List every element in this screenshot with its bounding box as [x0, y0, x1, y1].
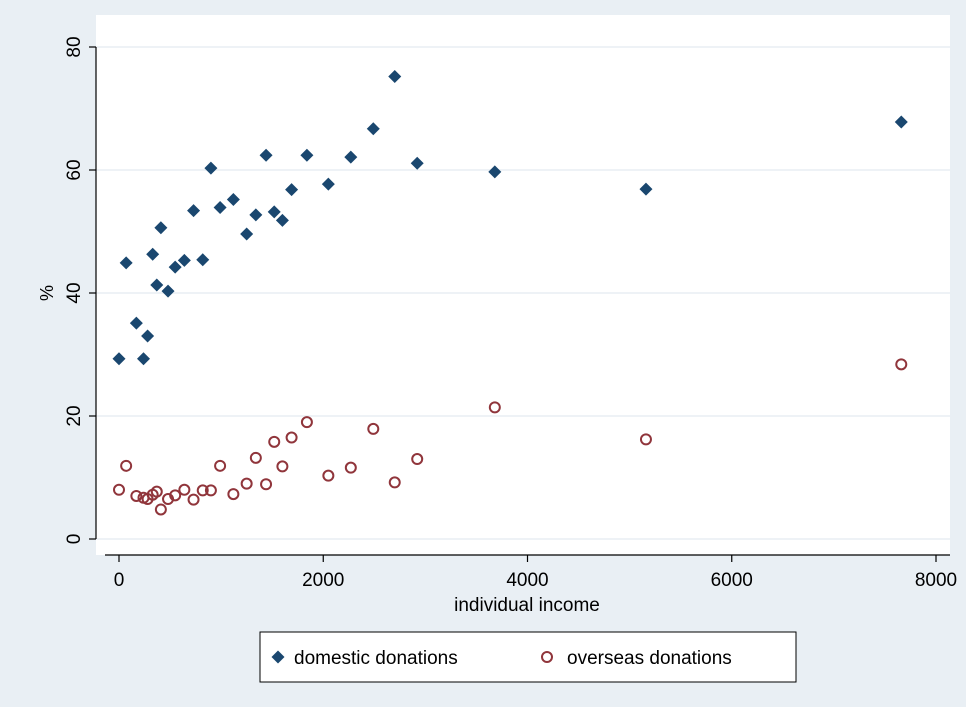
domestic-donation-point-11 [187, 204, 201, 218]
y-tick-label-20: 20 [64, 405, 85, 426]
domestic-donation-point-12 [196, 253, 210, 267]
overseas-donation-point-2 [130, 489, 143, 502]
overseas-donation-point-27 [411, 453, 424, 466]
domestic-donation-point-0 [112, 352, 126, 366]
domestic-donation-point-22 [300, 148, 314, 162]
y-axis-label: % [37, 285, 57, 301]
overseas-donation-point-25 [367, 422, 380, 435]
domestic-donation-point-29 [639, 182, 653, 196]
domestic-donation-point-7 [154, 221, 168, 235]
overseas-donation-point-22 [300, 416, 313, 429]
overseas-donation-point-29 [639, 433, 652, 446]
domestic-donation-point-19 [267, 205, 281, 219]
overseas-donation-point-21 [285, 431, 298, 444]
domestic-donation-point-23 [321, 177, 335, 191]
overseas-donation-point-26 [388, 476, 401, 489]
x-tick-label-6000: 6000 [711, 570, 753, 591]
plot-area [96, 15, 950, 555]
y-tick-label-40: 40 [64, 282, 85, 303]
overseas-donation-point-7 [154, 503, 167, 516]
y-tick-label-0: 0 [64, 534, 85, 545]
domestic-donation-point-16 [240, 227, 254, 241]
overseas-donation-point-28 [488, 401, 501, 414]
x-axis: 0 2000 4000 6000 8000 [105, 554, 957, 591]
domestic-donation-point-13 [204, 161, 218, 175]
data-points [112, 70, 908, 516]
x-tick-label-8000: 8000 [915, 570, 957, 591]
domestic-donation-point-25 [366, 122, 380, 136]
domestic-donation-point-20 [275, 213, 289, 227]
overseas-donation-point-20 [276, 460, 289, 473]
overseas-donation-point-16 [240, 477, 253, 490]
domestic-donation-point-21 [285, 183, 299, 197]
domestic-donation-point-14 [213, 201, 227, 215]
legend: domestic donations overseas donations [259, 631, 797, 683]
overseas-donation-point-0 [113, 483, 125, 496]
x-axis-label: individual income [454, 595, 600, 616]
overseas-donation-point-24 [344, 461, 357, 474]
overseas-donation-point-9 [169, 489, 182, 502]
overseas-donation-point-15 [227, 488, 240, 501]
domestic-donation-point-26 [388, 70, 402, 84]
domestic-donation-point-5 [146, 247, 160, 261]
gridlines [96, 46, 950, 540]
domestic-donation-point-4 [141, 329, 155, 343]
legend-marker-overseas [541, 651, 553, 663]
domestic-donation-point-3 [137, 352, 151, 366]
overseas-donation-point-14 [214, 459, 227, 472]
domestic-donation-point-24 [344, 150, 358, 164]
overseas-donation-point-18 [260, 478, 273, 491]
domestic-donation-point-30 [894, 115, 908, 129]
domestic-donation-point-28 [488, 165, 502, 179]
overseas-donation-point-11 [187, 493, 200, 506]
overseas-donation-point-6 [150, 485, 163, 498]
y-tick-label-60: 60 [64, 159, 85, 180]
domestic-donation-point-27 [410, 156, 424, 170]
x-tick-label-4000: 4000 [506, 570, 548, 591]
overseas-donation-point-19 [268, 435, 281, 448]
domestic-donation-point-1 [119, 256, 133, 270]
y-axis: 0 20 40 60 80 [64, 36, 97, 545]
overseas-donation-point-1 [120, 459, 133, 472]
legend-marker-domestic [271, 650, 285, 664]
domestic-donation-point-18 [259, 148, 273, 162]
domestic-donation-point-15 [226, 193, 240, 207]
domestic-donation-point-10 [177, 253, 191, 267]
overseas-donation-point-30 [895, 358, 908, 371]
domestic-donation-point-9 [168, 260, 182, 274]
overseas-donation-point-12 [196, 484, 209, 497]
domestic-donation-point-8 [161, 284, 175, 298]
x-tick-label-0: 0 [114, 570, 125, 591]
domestic-donation-point-17 [249, 208, 263, 222]
overseas-donation-point-13 [204, 484, 217, 497]
x-tick-label-2000: 2000 [302, 570, 344, 591]
domestic-donation-point-6 [150, 278, 164, 292]
legend-label-domestic: domestic donations [294, 648, 458, 669]
overseas-donation-point-17 [249, 451, 262, 464]
overseas-donation-point-10 [178, 483, 191, 496]
legend-box [259, 631, 797, 683]
legend-label-overseas: overseas donations [567, 648, 732, 669]
y-tick-label-80: 80 [64, 36, 85, 57]
domestic-donation-point-2 [129, 316, 143, 330]
overseas-donation-point-23 [322, 469, 335, 482]
